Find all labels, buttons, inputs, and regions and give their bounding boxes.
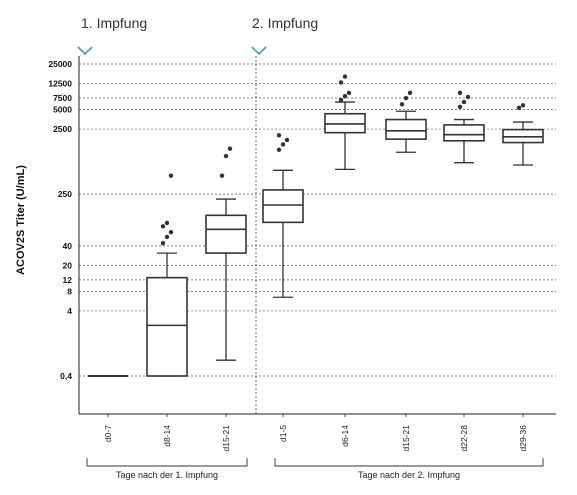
x-tick-label: d1-5 bbox=[278, 425, 288, 442]
y-tick-label: 2500 bbox=[53, 124, 72, 134]
outlier-point bbox=[164, 220, 170, 226]
group-bracket bbox=[86, 458, 248, 467]
outlier-point bbox=[284, 137, 290, 143]
y-tick-label: 5000 bbox=[53, 104, 72, 114]
outlier-point bbox=[516, 105, 522, 111]
box-d22-28 bbox=[443, 124, 485, 142]
outlier-point bbox=[338, 80, 344, 85]
outlier-point bbox=[219, 173, 225, 178]
outlier-point bbox=[465, 94, 471, 100]
y-axis-label: ACOV2S Titer (U/mL) bbox=[15, 165, 27, 275]
y-tick-label: 20 bbox=[63, 260, 73, 270]
outlier-point bbox=[223, 153, 229, 159]
x-tick-label: d22-28 bbox=[459, 425, 469, 452]
outlier-point bbox=[227, 146, 233, 151]
box-d1-5 bbox=[262, 189, 304, 224]
outlier-point bbox=[168, 229, 174, 235]
section-title-2: 2. Impfung bbox=[252, 15, 318, 31]
outlier-point bbox=[520, 103, 526, 108]
x-tick-label: d6-14 bbox=[340, 425, 350, 447]
y-tick-label: 12 bbox=[63, 275, 73, 285]
outlier-point bbox=[346, 90, 352, 96]
box-d15-21 bbox=[205, 214, 247, 254]
outlier-point bbox=[407, 90, 413, 96]
y-tick-label: 8 bbox=[67, 286, 72, 296]
x-tick-label: d15-21 bbox=[221, 425, 231, 452]
section-title-1: 1. Impfung bbox=[81, 15, 147, 31]
outlier-point bbox=[164, 234, 170, 240]
x-tick-label: d15-21 bbox=[401, 425, 411, 452]
outlier-point bbox=[280, 142, 286, 147]
outlier-point bbox=[338, 97, 344, 103]
box-d15-21 bbox=[385, 118, 427, 140]
outlier-point bbox=[160, 240, 166, 246]
group-bracket bbox=[274, 458, 544, 467]
y-tick-label: 250 bbox=[58, 189, 72, 199]
x-tick-label: d8-14 bbox=[162, 425, 172, 447]
outlier-point bbox=[276, 133, 282, 138]
outlier-point bbox=[168, 173, 174, 178]
x-tick-label: d29-36 bbox=[518, 425, 528, 452]
group-label: Tage nach der 1. Impfung bbox=[116, 470, 218, 480]
outlier-point bbox=[276, 147, 282, 152]
outlier-point bbox=[160, 224, 166, 229]
y-tick-label: 0,4 bbox=[60, 371, 72, 381]
x-tick-label: d0-7 bbox=[103, 425, 113, 442]
outlier-point bbox=[461, 99, 467, 105]
outlier-point bbox=[403, 95, 409, 101]
group-label: Tage nach der 2. Impfung bbox=[358, 470, 460, 480]
y-tick-label: 7500 bbox=[53, 93, 72, 103]
outlier-point bbox=[342, 74, 348, 79]
y-tick-label: 12500 bbox=[48, 79, 72, 89]
outlier-point bbox=[457, 90, 463, 96]
outlier-point bbox=[342, 93, 348, 99]
y-tick-label: 4 bbox=[67, 306, 72, 316]
section-marker-1 bbox=[77, 46, 93, 56]
y-tick-label: 25000 bbox=[48, 59, 72, 69]
outlier-point bbox=[457, 104, 463, 109]
box-d8-14 bbox=[146, 276, 188, 377]
y-tick-label: 40 bbox=[63, 241, 73, 251]
outlier-point bbox=[399, 102, 405, 107]
section-marker-2 bbox=[251, 46, 267, 56]
